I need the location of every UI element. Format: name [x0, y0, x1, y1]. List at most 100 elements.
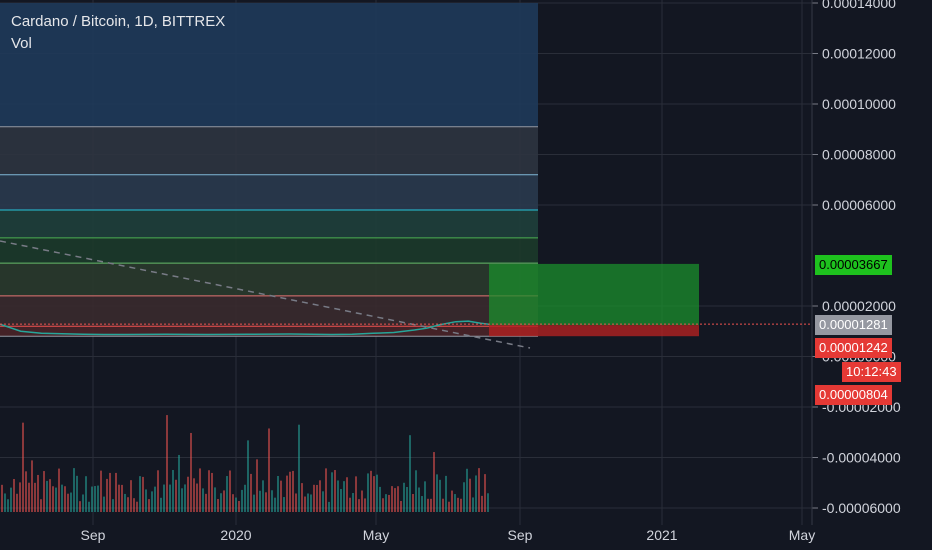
volume-bar: [265, 492, 267, 512]
fib-band-5: [0, 263, 538, 296]
stop-zone: [489, 325, 699, 337]
volume-bar: [316, 484, 318, 512]
volume-bar: [244, 484, 246, 512]
volume-bar: [466, 468, 468, 512]
x-tick-label-1: 2020: [220, 527, 251, 543]
volume-bar: [364, 498, 366, 512]
volume-bar: [229, 470, 231, 512]
volume-bar: [373, 476, 375, 512]
y-tick-label-1: 0.00012000: [822, 46, 896, 62]
volume-bar: [13, 478, 15, 512]
x-tick-label-5: May: [789, 527, 815, 543]
volume-bar: [346, 477, 348, 512]
volume-bar: [166, 415, 168, 512]
fib-band-7: [0, 326, 538, 337]
volume-bar: [277, 475, 279, 512]
volume-bar: [301, 483, 303, 512]
volume-bar: [352, 493, 354, 512]
volume-bar: [172, 469, 174, 512]
volume-bar: [157, 470, 159, 512]
volume-bar: [457, 497, 459, 512]
x-tick-label-3: Sep: [508, 527, 533, 543]
volume-bar: [487, 493, 489, 512]
volume-bar: [19, 482, 21, 512]
y-tick-label-9: -0.00006000: [822, 500, 901, 516]
countdown-tag: 10:12:43: [842, 362, 901, 382]
volume-bar: [28, 482, 30, 512]
volume-bar: [124, 493, 126, 512]
volume-bar: [283, 497, 285, 512]
volume-bar: [61, 484, 63, 512]
volume-bar: [43, 471, 45, 512]
volume-bar: [46, 480, 48, 512]
volume-bar: [349, 497, 351, 512]
stop-price-tag: 0.00000804: [815, 385, 892, 405]
volume-bar: [433, 452, 435, 512]
volume-bar: [391, 486, 393, 512]
volume-bar: [214, 487, 216, 512]
volume-bar: [307, 493, 309, 512]
volume-bar: [484, 474, 486, 512]
y-tick-label-4: 0.00006000: [822, 197, 896, 213]
volume-bar: [385, 494, 387, 512]
volume-bar: [94, 486, 96, 512]
volume-bar: [310, 494, 312, 512]
x-tick-label-0: Sep: [81, 527, 106, 543]
volume-bar: [22, 422, 24, 512]
volume-bar: [481, 495, 483, 512]
volume-bar: [31, 460, 33, 512]
volume-bar: [253, 494, 255, 512]
volume-label[interactable]: Vol: [11, 35, 32, 52]
x-tick-label-4: 2021: [646, 527, 677, 543]
volume-bar: [34, 482, 36, 512]
volume-bar: [16, 493, 18, 512]
volume-bar: [70, 492, 72, 512]
volume-bar: [49, 479, 51, 512]
volume-bar: [274, 497, 276, 512]
volume-bar: [292, 470, 294, 512]
volume-bar: [247, 440, 249, 512]
volume-bar: [343, 481, 345, 512]
volume-bar: [439, 479, 441, 512]
volume-bar: [121, 484, 123, 512]
volume-bar: [478, 468, 480, 512]
volume-bar: [130, 480, 132, 512]
volume-bar: [259, 490, 261, 512]
volume-bar: [220, 493, 222, 512]
volume-bar: [313, 484, 315, 512]
volume-bar: [163, 484, 165, 512]
volume-bar: [79, 501, 81, 512]
volume-bar: [331, 472, 333, 512]
volume-bar: [421, 496, 423, 512]
volume-bar: [340, 489, 342, 512]
symbol-title[interactable]: Cardano / Bitcoin, 1D, BITTREX: [11, 13, 226, 30]
fib-band-2: [0, 174, 538, 211]
volume-bar: [109, 472, 111, 512]
volume-bar: [178, 454, 180, 512]
volume-bar: [199, 468, 201, 512]
volume-bar: [154, 486, 156, 512]
volume-bar: [133, 498, 135, 512]
volume-bar: [319, 480, 321, 512]
volume-bar: [436, 474, 438, 512]
volume-bar: [175, 479, 177, 512]
volume-bar: [223, 490, 225, 512]
volume-bar: [7, 499, 9, 512]
volume-bar: [25, 471, 27, 512]
volume-bar: [388, 494, 390, 512]
volume-bar: [217, 499, 219, 512]
volume-bar: [418, 487, 420, 512]
volume-bar: [85, 476, 87, 512]
volume-bar: [184, 484, 186, 512]
volume-bar: [148, 499, 150, 512]
volume-bar: [76, 475, 78, 512]
volume-bar: [145, 489, 147, 512]
volume-bar: [136, 501, 138, 512]
entry-price-tag: 0.00001242: [815, 338, 892, 358]
trendline: [0, 240, 531, 349]
volume-bar: [430, 498, 432, 512]
volume-bar: [397, 486, 399, 512]
volume-bar: [304, 496, 306, 512]
volume-bar: [10, 487, 12, 512]
